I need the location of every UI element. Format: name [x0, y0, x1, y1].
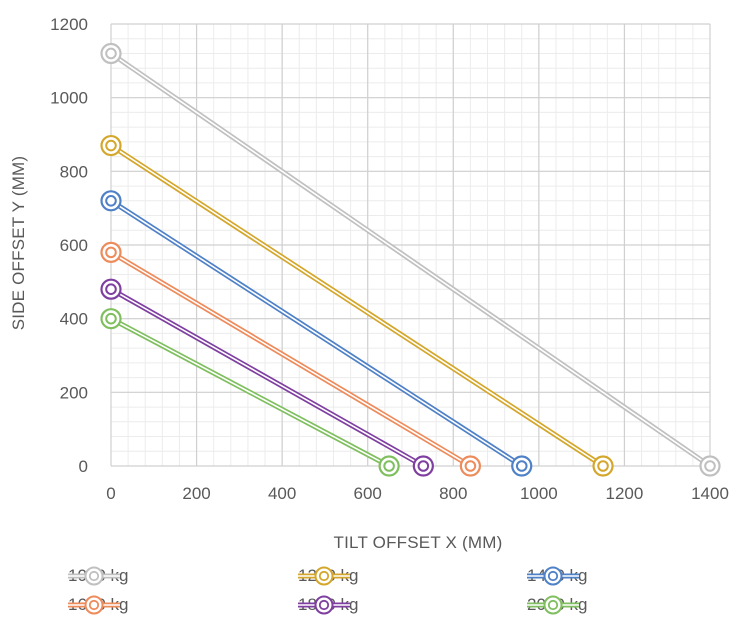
x-axis-title: TILT OFFSET X (MM) [334, 533, 503, 552]
legend-swatch [68, 566, 120, 586]
x-tick-label: 1400 [691, 484, 729, 503]
major-gridlines [110, 23, 711, 467]
data-point-1-1 [100, 42, 122, 65]
legend-item: 1000 kg [66, 562, 129, 590]
series-line-6 [108, 316, 392, 469]
plot-area: 0 200 400 600 800 1000 1200 1400 0 200 400 600 800 1… [9, 15, 729, 552]
series-line-4 [108, 249, 473, 469]
data-point-2-1 [100, 134, 122, 157]
data-point-4-2 [459, 455, 481, 477]
data-point-2-2 [592, 455, 614, 477]
data-point-3-1 [100, 190, 122, 212]
data-point-4-1 [100, 241, 122, 263]
y-tick-label: 600 [60, 236, 88, 255]
legend-swatch [527, 595, 579, 615]
legend-item: 1800 kg [296, 591, 359, 619]
data-point-6-2 [378, 455, 400, 477]
series-line-2 [108, 143, 606, 469]
legend-item: 1400 kg [525, 562, 588, 590]
x-tick-label: 800 [439, 484, 467, 503]
legend-item: 2000 kg [525, 591, 588, 619]
x-tick-label: 600 [354, 484, 382, 503]
series-line-1 [108, 50, 713, 469]
y-tick-label: 800 [60, 162, 88, 181]
data-point-5-1 [100, 278, 122, 300]
series-markers [100, 42, 721, 477]
data-point-5-2 [412, 455, 434, 477]
legend: 1000 kg 1200 kg 1400 kg 1600 kg 1800 kg 2000 … [0, 560, 737, 617]
x-tick-label: 400 [268, 484, 296, 503]
legend-swatch [527, 566, 579, 586]
legend-swatch [68, 595, 120, 615]
data-point-1-2 [699, 455, 721, 477]
data-point-6-1 [100, 308, 122, 330]
y-tick-label: 1000 [50, 89, 88, 108]
x-tick-label: 1200 [606, 484, 644, 503]
y-tick-labels: 0 200 400 600 800 1000 1200 [50, 15, 88, 476]
x-tick-label: 200 [182, 484, 210, 503]
legend-item: 1600 kg [66, 591, 129, 619]
y-axis-title: SIDE OFFSET Y (MM) [9, 156, 28, 331]
data-point-3-2 [511, 455, 533, 477]
series-line-5 [108, 286, 426, 469]
y-tick-label: 1200 [50, 15, 88, 34]
x-tick-labels: 0 200 400 600 800 1000 1200 1400 [106, 484, 729, 503]
legend-item: 1200 kg [296, 562, 359, 590]
series-lines [108, 50, 713, 469]
series-line-3 [108, 198, 525, 469]
y-tick-label: 400 [60, 310, 88, 329]
y-tick-label: 0 [79, 457, 88, 476]
legend-swatch [298, 566, 350, 586]
x-tick-label: 0 [106, 484, 115, 503]
x-tick-label: 1000 [520, 484, 558, 503]
legend-swatch [298, 595, 350, 615]
y-tick-label: 200 [60, 383, 88, 402]
